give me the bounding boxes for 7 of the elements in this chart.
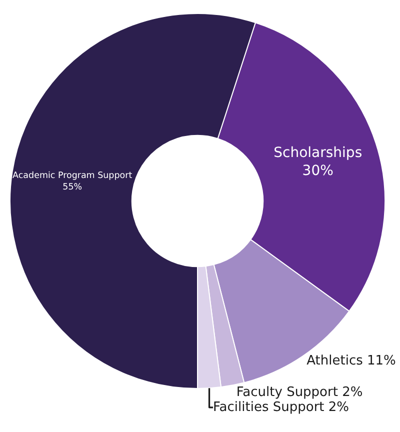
slice-label: Academic Program Support: [12, 171, 133, 182]
slice-label: Athletics 11%: [306, 354, 396, 369]
slice-label: Facilities Support 2%: [213, 400, 350, 415]
data-label: 30%: [302, 162, 334, 179]
slice-label: Scholarships: [274, 144, 362, 161]
slice-label: Faculty Support 2%: [236, 384, 363, 400]
data-label: 55%: [62, 182, 82, 192]
